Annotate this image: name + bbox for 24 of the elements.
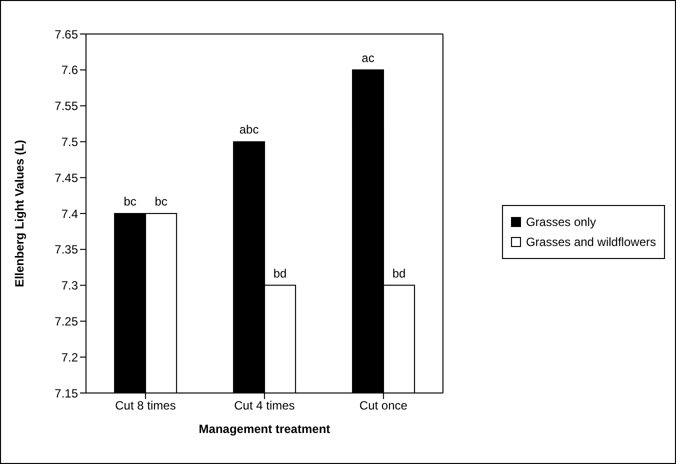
data-label: bd	[273, 266, 287, 280]
x-tick-label: Cut 8 times	[115, 398, 176, 413]
y-tick-label: 7.55	[54, 99, 78, 114]
legend-label: Grasses and wildflowers	[524, 234, 656, 251]
data-label: abc	[239, 122, 259, 137]
y-tick-label: 7.65	[54, 27, 78, 42]
data-label: ac	[362, 50, 374, 65]
y-tick-label: 7.4	[61, 206, 78, 221]
y-tick-label: 7.35	[54, 242, 78, 257]
y-tick-label: 7.45	[54, 170, 78, 185]
x-tick-label: Cut 4 times	[234, 398, 295, 413]
y-tick-label: 7.3	[61, 278, 78, 293]
legend-label: Grasses only	[524, 214, 597, 231]
y-tick-label: 7.6	[61, 63, 78, 78]
x-axis-title: Management treatment	[198, 422, 330, 436]
y-tick-label: 7.2	[61, 350, 78, 364]
data-label: bc	[154, 194, 168, 208]
x-tick-label: Cut once	[359, 398, 408, 413]
data-label: bc	[124, 194, 136, 208]
y-tick-label: 7.15	[54, 386, 78, 400]
y-tick-label: 7.25	[54, 314, 78, 328]
y-axis-title: Ellenberg Light Values (L)	[12, 140, 26, 288]
data-label: bd	[392, 266, 406, 280]
y-tick-label: 7.5	[61, 134, 78, 149]
